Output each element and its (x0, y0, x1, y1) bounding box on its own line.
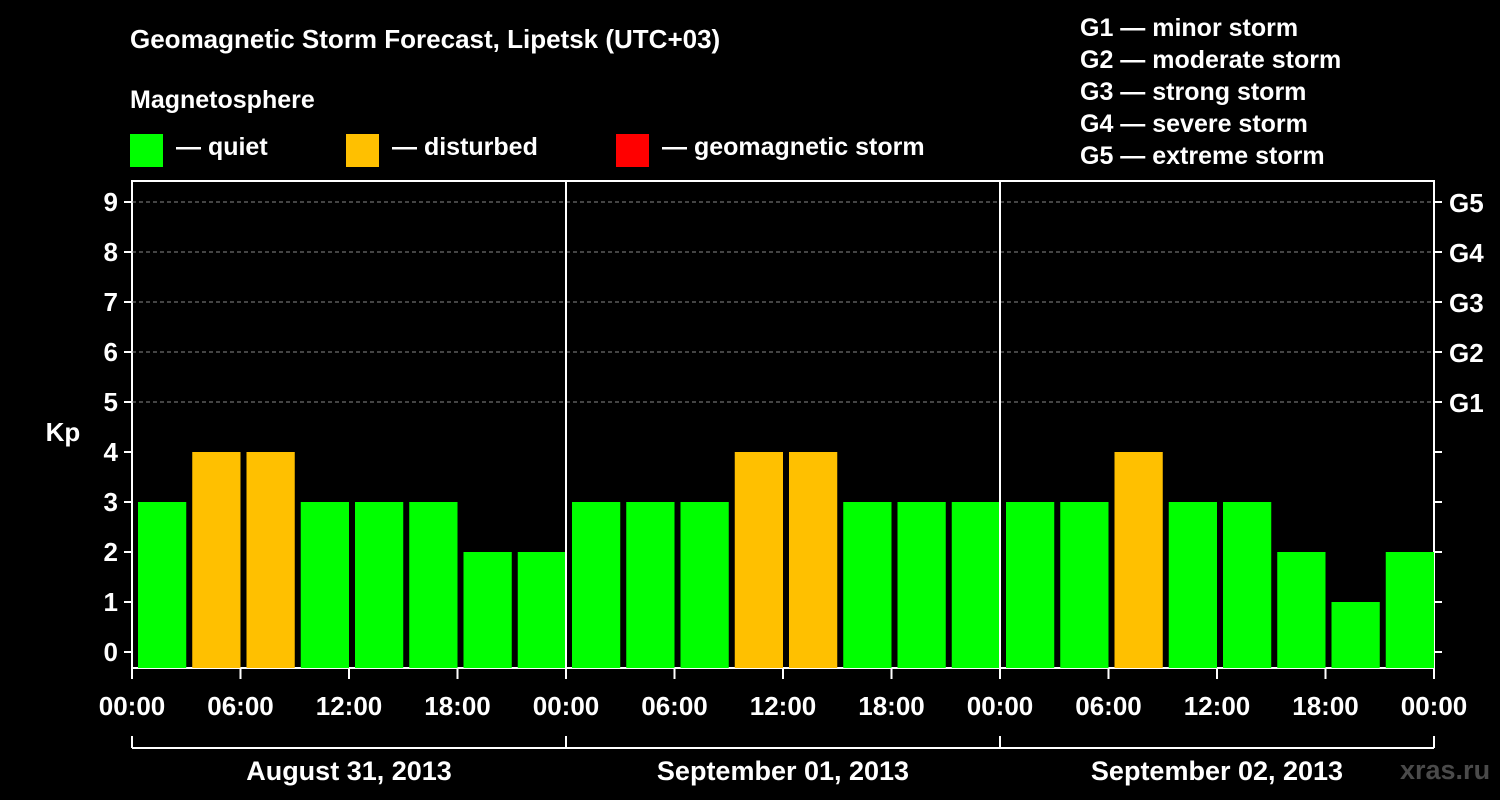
x-tick-label: 06:00 (1075, 691, 1142, 721)
kp-bar (138, 502, 187, 668)
kp-bar (1006, 502, 1055, 668)
legend-label-quiet: — quiet (176, 133, 268, 161)
kp-bar (1223, 502, 1272, 668)
magnetosphere-label: Magnetosphere (130, 86, 315, 114)
g-scale-item: G5 — extreme storm (1080, 142, 1325, 170)
x-tick-label: 06:00 (641, 691, 708, 721)
kp-bar (463, 552, 512, 668)
y-tick-label: 4 (104, 437, 119, 467)
g-tick-label: G2 (1449, 338, 1484, 368)
g-tick-label: G3 (1449, 288, 1484, 318)
x-tick-label: 00:00 (533, 691, 600, 721)
x-tick-label: 06:00 (207, 691, 274, 721)
g-tick-label: G1 (1449, 388, 1484, 418)
x-tick-label: 18:00 (424, 691, 491, 721)
kp-bar (246, 452, 295, 668)
kp-bar (572, 502, 621, 668)
kp-bar (789, 452, 838, 668)
chart-title: Geomagnetic Storm Forecast, Lipetsk (UTC… (130, 24, 721, 54)
kp-bar (680, 502, 729, 668)
day-label: September 02, 2013 (1091, 756, 1343, 786)
y-axis-label: Kp (46, 417, 81, 447)
y-tick-label: 1 (104, 587, 118, 617)
kp-bar (355, 502, 404, 668)
kp-bar (409, 502, 458, 668)
kp-bar (1060, 502, 1109, 668)
x-tick-label: 12:00 (1184, 691, 1251, 721)
g-scale-item: G4 — severe storm (1080, 110, 1308, 138)
y-tick-label: 7 (104, 287, 118, 317)
kp-bar (1114, 452, 1163, 668)
y-tick-label: 9 (104, 187, 118, 217)
g-scale-item: G2 — moderate storm (1080, 46, 1342, 74)
legend-label-storm: — geomagnetic storm (662, 133, 925, 161)
legend-label-disturbed: — disturbed (392, 133, 538, 161)
g-scale-item: G1 — minor storm (1080, 14, 1299, 42)
kp-bar (897, 502, 946, 668)
day-label: September 01, 2013 (657, 756, 909, 786)
kp-bar (1277, 552, 1326, 668)
g-tick-label: G4 (1449, 238, 1484, 268)
day-label: August 31, 2013 (246, 756, 452, 786)
x-tick-label: 00:00 (99, 691, 166, 721)
y-tick-label: 0 (104, 637, 118, 667)
x-tick-label: 00:00 (1401, 691, 1468, 721)
y-tick-label: 8 (104, 237, 118, 267)
y-tick-label: 2 (104, 537, 118, 567)
x-tick-label: 12:00 (316, 691, 383, 721)
kp-bar (951, 502, 1000, 668)
kp-bar (1385, 552, 1434, 668)
kp-bar (1331, 602, 1380, 668)
g-scale-item: G3 — strong storm (1080, 78, 1307, 106)
kp-bar (734, 452, 783, 668)
watermark: xras.ru (1400, 755, 1491, 785)
x-tick-label: 12:00 (750, 691, 817, 721)
x-tick-label: 18:00 (1292, 691, 1359, 721)
kp-bar (843, 502, 892, 668)
kp-bar (626, 502, 675, 668)
legend-swatch-disturbed (346, 134, 379, 167)
kp-bar (517, 552, 566, 668)
g-tick-label: G5 (1449, 188, 1484, 218)
legend-swatch-quiet (130, 134, 163, 167)
kp-bar (192, 452, 241, 668)
y-tick-label: 3 (104, 487, 118, 517)
x-tick-label: 18:00 (858, 691, 925, 721)
y-tick-label: 5 (104, 387, 118, 417)
kp-bar (1168, 502, 1217, 668)
legend-swatch-storm (616, 134, 649, 167)
y-tick-label: 6 (104, 337, 118, 367)
x-tick-label: 00:00 (967, 691, 1034, 721)
kp-bar (300, 502, 349, 668)
